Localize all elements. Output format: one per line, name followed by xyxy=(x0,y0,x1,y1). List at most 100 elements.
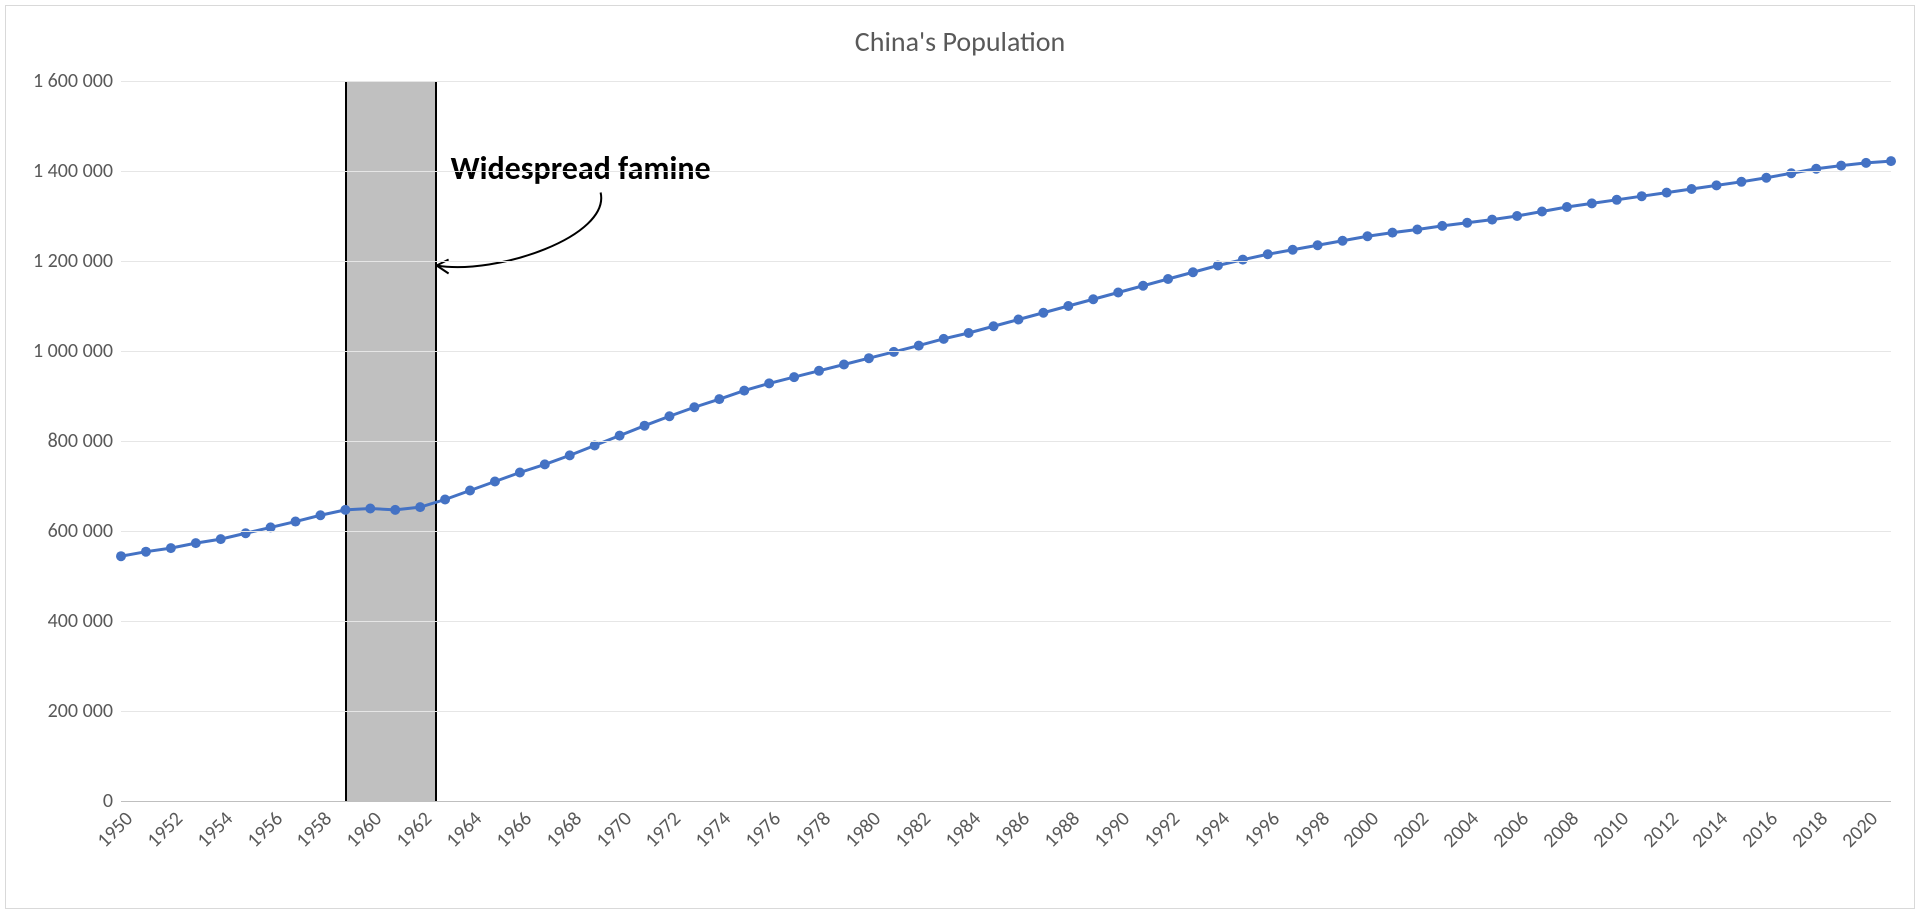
series-marker xyxy=(365,504,375,514)
gridline xyxy=(121,711,1891,712)
x-tick-label: 1952 xyxy=(142,807,188,853)
series-marker xyxy=(1637,191,1647,201)
y-tick-label: 1 600 000 xyxy=(33,69,113,93)
series-marker xyxy=(1288,245,1298,255)
series-marker xyxy=(1886,156,1896,166)
series-marker xyxy=(141,547,151,557)
x-tick-label: 1964 xyxy=(441,807,487,853)
x-tick-label: 2006 xyxy=(1488,807,1534,853)
y-tick-label: 1 200 000 xyxy=(33,249,113,273)
series-marker xyxy=(166,543,176,553)
x-tick-label: 2016 xyxy=(1738,807,1784,853)
series-marker xyxy=(1263,249,1273,259)
series-marker xyxy=(1412,225,1422,235)
series-marker xyxy=(1861,158,1871,168)
series-marker xyxy=(1786,168,1796,178)
series-marker xyxy=(1437,221,1447,231)
series-marker xyxy=(939,334,949,344)
series-marker xyxy=(1836,161,1846,171)
gridline xyxy=(121,621,1891,622)
series-marker xyxy=(1612,195,1622,205)
y-tick-label: 800 000 xyxy=(48,429,113,453)
series-marker xyxy=(540,459,550,469)
series-marker xyxy=(864,353,874,363)
gridline xyxy=(121,351,1891,352)
x-tick-label: 1996 xyxy=(1239,807,1285,853)
annotation-arrow-path xyxy=(437,192,602,267)
x-tick-label: 1960 xyxy=(342,807,388,853)
y-tick-label: 0 xyxy=(103,789,113,813)
series-marker xyxy=(1562,202,1572,212)
x-tick-label: 1954 xyxy=(192,807,238,853)
x-tick-label: 1950 xyxy=(92,807,138,853)
series-marker xyxy=(814,366,824,376)
series-marker xyxy=(615,431,625,441)
gridline xyxy=(121,441,1891,442)
series-marker xyxy=(415,502,425,512)
series-marker xyxy=(1687,184,1697,194)
series-marker xyxy=(1213,261,1223,271)
series-marker xyxy=(1387,228,1397,238)
series-marker xyxy=(1188,267,1198,277)
series-marker xyxy=(216,534,226,544)
series-marker xyxy=(1662,188,1672,198)
series-marker xyxy=(440,495,450,505)
series-marker xyxy=(789,372,799,382)
series-marker xyxy=(1138,281,1148,291)
series-marker xyxy=(1163,274,1173,284)
x-tick-label: 1988 xyxy=(1040,807,1086,853)
x-tick-label: 1984 xyxy=(940,807,986,853)
series-marker xyxy=(191,538,201,548)
series-marker xyxy=(1512,211,1522,221)
x-tick-label: 1986 xyxy=(990,807,1036,853)
x-tick-label: 1962 xyxy=(391,807,437,853)
series-marker xyxy=(664,411,674,421)
gridline xyxy=(121,171,1891,172)
series-marker xyxy=(714,394,724,404)
series-marker xyxy=(490,477,500,487)
x-tick-label: 1966 xyxy=(491,807,537,853)
series-marker xyxy=(1362,231,1372,241)
series-marker xyxy=(1088,294,1098,304)
series-marker xyxy=(739,386,749,396)
x-tick-label: 1990 xyxy=(1090,807,1136,853)
x-tick-label: 1992 xyxy=(1139,807,1185,853)
x-tick-label: 2004 xyxy=(1439,807,1485,853)
y-tick-label: 200 000 xyxy=(48,699,113,723)
plot-area: Widespread famine 0200 000400 000600 000… xyxy=(121,81,1891,801)
x-tick-label: 1974 xyxy=(691,807,737,853)
series-marker xyxy=(1537,207,1547,217)
series-marker xyxy=(116,551,126,561)
x-tick-label: 2020 xyxy=(1837,807,1883,853)
x-tick-label: 1972 xyxy=(641,807,687,853)
x-tick-label: 2012 xyxy=(1638,807,1684,853)
x-tick-label: 2008 xyxy=(1538,807,1584,853)
gridline xyxy=(121,531,1891,532)
series-marker xyxy=(340,505,350,515)
series-marker xyxy=(1113,288,1123,298)
gridline xyxy=(121,81,1891,82)
y-tick-label: 1 400 000 xyxy=(33,159,113,183)
series-marker xyxy=(1462,218,1472,228)
series-marker xyxy=(465,486,475,496)
x-tick-label: 1970 xyxy=(591,807,637,853)
x-tick-label: 1994 xyxy=(1189,807,1235,853)
series-marker xyxy=(839,360,849,370)
y-tick-label: 600 000 xyxy=(48,519,113,543)
series-marker xyxy=(640,421,650,431)
series-marker xyxy=(914,341,924,351)
series-marker xyxy=(1313,240,1323,250)
series-marker xyxy=(565,450,575,460)
chart-frame: China's Population Widespread famine 020… xyxy=(5,5,1915,909)
x-tick-label: 1978 xyxy=(790,807,836,853)
series-marker xyxy=(315,510,325,520)
series-marker xyxy=(291,517,301,527)
series-marker xyxy=(515,468,525,478)
x-tick-label: 1968 xyxy=(541,807,587,853)
x-tick-label: 1980 xyxy=(840,807,886,853)
series-marker xyxy=(1761,173,1771,183)
x-tick-label: 1958 xyxy=(292,807,338,853)
x-tick-label: 2000 xyxy=(1339,807,1385,853)
x-tick-label: 2014 xyxy=(1688,807,1734,853)
chart-title: China's Population xyxy=(6,24,1914,59)
